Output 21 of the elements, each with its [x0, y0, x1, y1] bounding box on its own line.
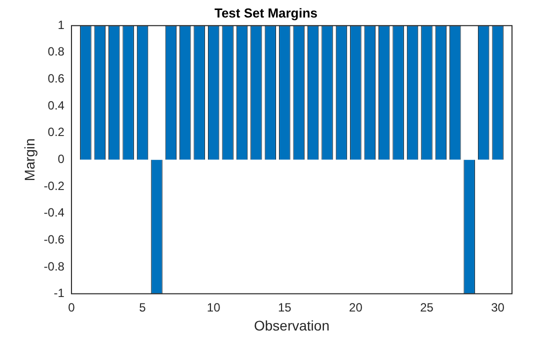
x-tick-label: 20	[349, 300, 363, 314]
y-tick-label: -0.6	[44, 232, 65, 246]
y-tick-label: 0.8	[48, 44, 65, 59]
y-tick-label: -0.4	[44, 206, 65, 220]
y-tick-label: 0.6	[48, 72, 65, 86]
y-tick-label: 0	[58, 152, 65, 166]
x-axis-title: Observation	[254, 317, 330, 334]
x-tick-label: 10	[206, 300, 221, 314]
y-tick-label: 1	[58, 18, 65, 32]
x-tick-label: 0	[68, 300, 76, 314]
x-tick-label: 15	[278, 300, 292, 314]
y-tick-label: -1	[54, 286, 65, 300]
y-tick-label: 0.4	[48, 98, 65, 112]
x-tick-label: 5	[139, 300, 146, 314]
x-tick-label: 30	[491, 300, 505, 314]
y-tick-label: -0.8	[44, 259, 65, 274]
x-tick-label: 25	[420, 300, 434, 314]
chart-title: Test Set Margins	[214, 5, 318, 20]
y-tick-label: 0.2	[48, 125, 65, 140]
y-axis-title: Margin	[21, 138, 38, 182]
y-tick-label: -0.2	[44, 178, 65, 193]
